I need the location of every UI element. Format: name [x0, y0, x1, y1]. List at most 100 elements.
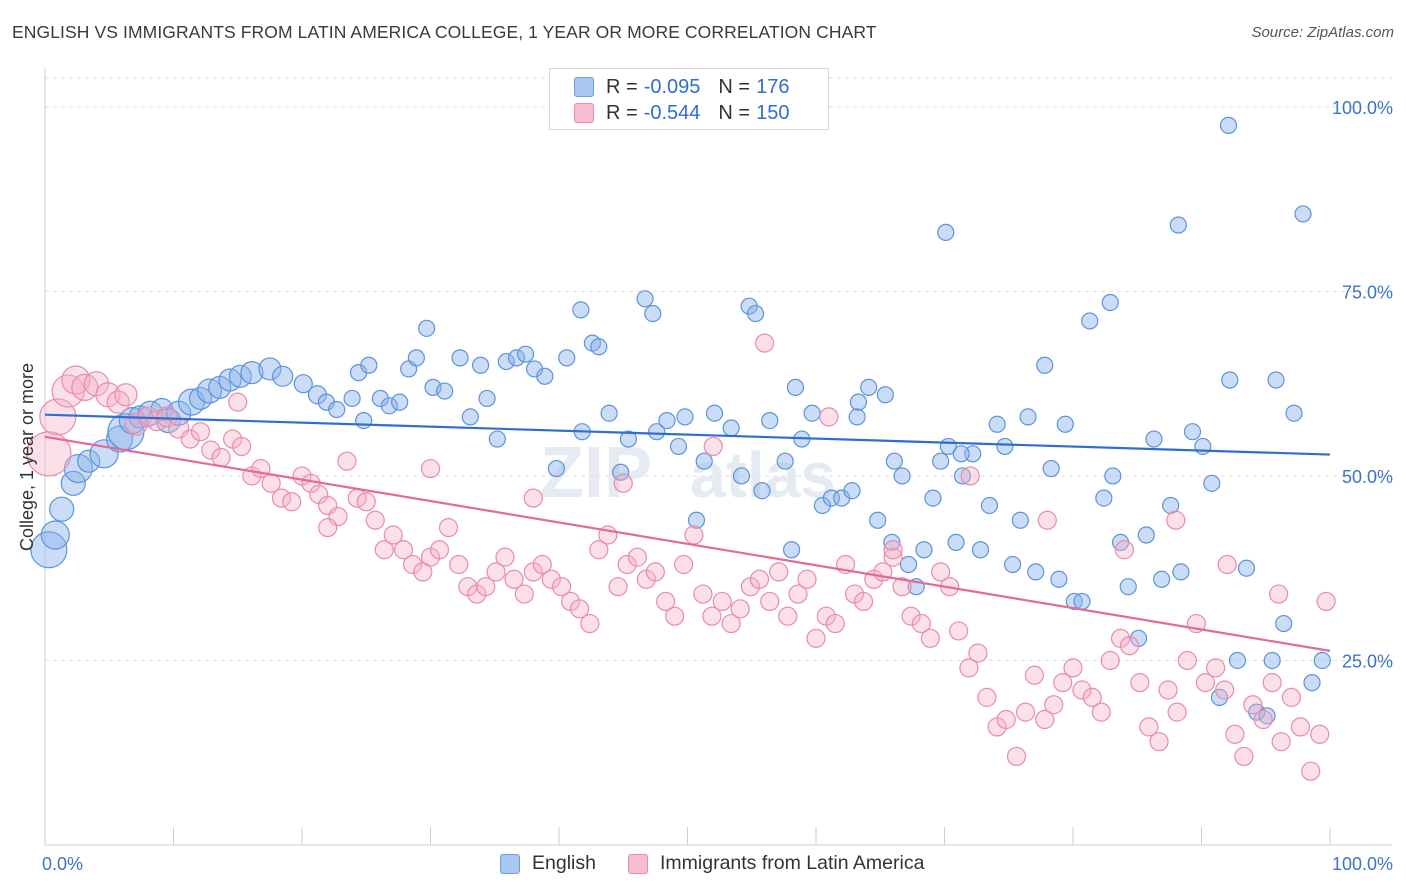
- english-point: [355, 411, 373, 430]
- english-point: [461, 408, 479, 426]
- latam-point: [825, 613, 845, 634]
- english-point: [590, 338, 608, 356]
- latam-point: [551, 577, 572, 597]
- legend-item-english[interactable]: English: [500, 852, 596, 875]
- latam-point: [383, 525, 403, 545]
- english-point: [1104, 467, 1122, 485]
- english-point: [1011, 511, 1029, 529]
- latam-point: [1262, 673, 1282, 693]
- latam-point: [1130, 673, 1150, 693]
- english-point: [307, 385, 328, 405]
- latam-point: [684, 525, 704, 545]
- latam-point: [911, 613, 931, 634]
- english-point: [478, 389, 496, 408]
- latam-point: [39, 398, 77, 436]
- english-point: [30, 531, 68, 569]
- latam-point: [1072, 680, 1092, 700]
- english-point: [996, 437, 1014, 456]
- correlation-legend: R = -0.095 N = 176 R = -0.544 N = 150: [549, 68, 829, 130]
- english-point: [451, 349, 469, 367]
- english-point: [1042, 459, 1060, 478]
- axis-labels: 25.0% 50.0% 75.0% 100.0% 0.0% 100.0% College, …: [17, 98, 1393, 874]
- english-point: [843, 482, 861, 500]
- english-point: [240, 361, 264, 385]
- english-point: [1263, 651, 1281, 670]
- latam-point: [541, 569, 561, 589]
- english-point: [258, 357, 282, 381]
- english-trend-line: [44, 413, 1331, 456]
- latam-point: [486, 562, 506, 582]
- latam-point: [1290, 717, 1311, 737]
- english-point: [1285, 404, 1303, 422]
- latam-point: [26, 431, 72, 477]
- latam-point: [1149, 732, 1169, 752]
- latam-point: [1053, 673, 1073, 693]
- english-point: [1313, 651, 1331, 670]
- english-point: [722, 419, 740, 437]
- latam-point: [1206, 658, 1226, 678]
- latam-point: [232, 436, 252, 457]
- latam-point: [1119, 636, 1140, 656]
- latam-point: [1044, 695, 1064, 715]
- latam-point: [1063, 658, 1083, 678]
- english-point: [658, 411, 676, 430]
- legend-n-value: 176: [756, 75, 790, 98]
- x-tick-label: 0.0%: [42, 854, 83, 874]
- source-label: Source: ZipAtlas.com: [1251, 24, 1394, 41]
- legend-r-value: -0.095: [643, 75, 701, 98]
- latam-point: [523, 488, 543, 508]
- latam-trend-line: [44, 435, 1331, 652]
- english-point: [619, 430, 637, 448]
- english-point: [407, 349, 425, 367]
- latam-point: [61, 365, 91, 395]
- legend-item-latam[interactable]: Immigrants from Latin America: [628, 852, 924, 875]
- legend-r-label: R =: [606, 75, 638, 98]
- english-point: [391, 393, 409, 411]
- english-point: [472, 356, 490, 374]
- legend-label-english: English: [532, 852, 596, 874]
- english-point: [40, 520, 70, 550]
- english-point: [1169, 216, 1187, 234]
- latam-point: [1035, 709, 1055, 730]
- english-point: [1119, 578, 1137, 596]
- latam-point: [156, 406, 178, 428]
- english-point: [848, 408, 866, 426]
- english-point: [1153, 570, 1171, 588]
- english-point: [988, 415, 1006, 433]
- legend-swatch-latam: [628, 853, 648, 874]
- english-point: [849, 393, 868, 411]
- english-point: [1258, 707, 1276, 725]
- latam-point: [1100, 650, 1120, 671]
- english-point: [937, 223, 955, 241]
- english-point: [1019, 408, 1037, 426]
- latam-point: [495, 547, 515, 567]
- latam-point: [114, 383, 138, 407]
- y-tick-label: 75.0%: [1342, 282, 1393, 302]
- latam-point: [1268, 584, 1289, 604]
- english-point: [1004, 555, 1022, 574]
- latam-point: [514, 584, 534, 604]
- english-point: [893, 467, 911, 485]
- english-point: [953, 467, 972, 485]
- legend-row-latam: R = -0.544 N = 150: [574, 101, 789, 125]
- english-point: [695, 452, 713, 470]
- english-point: [1267, 371, 1285, 389]
- latam-point: [1158, 680, 1178, 700]
- latam-point: [402, 554, 423, 575]
- english-point: [488, 430, 506, 448]
- legend-swatch-english: [500, 853, 520, 874]
- latam-point: [920, 628, 940, 648]
- english-point: [899, 555, 918, 574]
- latam-point: [778, 606, 798, 626]
- english-point: [1095, 489, 1113, 507]
- english-point: [952, 445, 970, 463]
- latam-point: [627, 547, 647, 567]
- english-point: [924, 489, 942, 507]
- latam-point: [769, 562, 789, 582]
- legend-n-value: 150: [756, 101, 790, 124]
- english-point: [1145, 430, 1163, 448]
- latam-point: [1167, 702, 1187, 722]
- latam-point: [1215, 680, 1235, 700]
- english-point: [1183, 423, 1202, 441]
- latam-point: [968, 643, 988, 663]
